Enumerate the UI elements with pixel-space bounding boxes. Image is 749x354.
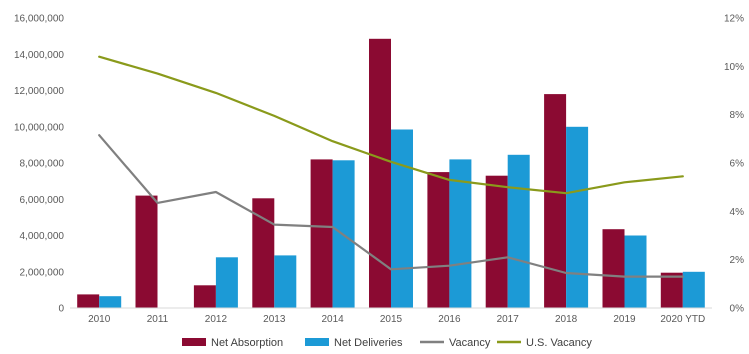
lines-layer bbox=[98, 55, 684, 278]
legend-label-vacancy: Vacancy bbox=[449, 337, 491, 349]
bars-layer bbox=[77, 38, 705, 309]
x-tick-label: 2020 YTD bbox=[660, 314, 705, 325]
x-tick-label: 2014 bbox=[321, 314, 344, 325]
bar-net-absorption-2015 bbox=[369, 38, 391, 309]
x-tick-label: 2010 bbox=[88, 314, 111, 325]
bar-net-absorption-2014 bbox=[310, 159, 333, 308]
right-axis-ticks: 0% 2% 4% 6% 8% 10% 12% bbox=[724, 14, 744, 315]
bar-net-deliveries-2010 bbox=[99, 296, 122, 308]
bar-net-deliveries-2019 bbox=[624, 235, 647, 308]
bar-net-absorption-2016 bbox=[427, 172, 450, 308]
left-tick-label: 4,000,000 bbox=[20, 231, 65, 242]
right-tick-label: 6% bbox=[730, 159, 745, 170]
bar-net-deliveries-2013 bbox=[274, 255, 297, 308]
bar-net-absorption-2011 bbox=[135, 195, 158, 308]
legend-swatch-net-absorption bbox=[182, 338, 206, 346]
bar-net-deliveries-2020-ytd bbox=[682, 271, 705, 309]
right-tick-label: 10% bbox=[724, 62, 744, 73]
left-tick-label: 2,000,000 bbox=[20, 267, 65, 278]
right-tick-label: 8% bbox=[730, 110, 745, 121]
right-tick-label: 0% bbox=[730, 304, 745, 315]
x-tick-label: 2017 bbox=[497, 314, 520, 325]
right-tick-label: 2% bbox=[730, 255, 745, 266]
left-tick-label: 16,000,000 bbox=[14, 14, 64, 25]
x-tick-label: 2018 bbox=[555, 314, 578, 325]
bar-net-deliveries-2012 bbox=[215, 257, 238, 309]
legend-label-u-s-vacancy: U.S. Vacancy bbox=[526, 337, 592, 349]
x-tick-label: 2011 bbox=[147, 314, 169, 325]
legend-label-net-deliveries: Net Deliveries bbox=[334, 337, 403, 349]
x-tick-label: 2012 bbox=[205, 314, 228, 325]
right-tick-label: 4% bbox=[730, 207, 745, 218]
bar-net-deliveries-2016 bbox=[449, 159, 472, 308]
left-tick-label: 12,000,000 bbox=[14, 86, 64, 97]
left-axis-ticks: 0 2,000,000 4,000,000 6,000,000 8,000,000 10,… bbox=[14, 14, 65, 315]
left-tick-label: 14,000,000 bbox=[14, 50, 64, 61]
bar-net-absorption-2018 bbox=[544, 94, 567, 308]
x-tick-label: 2013 bbox=[263, 314, 286, 325]
bar-net-deliveries-2015 bbox=[391, 129, 413, 308]
bar-net-absorption-2019 bbox=[602, 229, 625, 308]
bar-net-deliveries-2017 bbox=[507, 154, 530, 308]
bar-net-absorption-2017 bbox=[485, 175, 508, 308]
left-tick-label: 10,000,000 bbox=[14, 122, 64, 133]
right-tick-label: 12% bbox=[724, 14, 744, 25]
legend-swatch-net-deliveries bbox=[305, 338, 329, 346]
x-tick-label: 2015 bbox=[380, 314, 403, 325]
legend: Net Absorption Net Deliveries Vacancy U.S. … bbox=[182, 337, 592, 349]
x-axis-ticks: 2010 2011 2012 2013 2014 2015 2016 2017 2018 2019… bbox=[88, 314, 705, 325]
left-tick-label: 8,000,000 bbox=[20, 159, 65, 170]
left-tick-label: 0 bbox=[58, 304, 64, 315]
left-tick-label: 6,000,000 bbox=[20, 195, 65, 206]
bar-net-absorption-2013 bbox=[252, 198, 275, 308]
x-tick-label: 2019 bbox=[613, 314, 636, 325]
bar-net-absorption-2012 bbox=[193, 285, 216, 308]
line-vacancy bbox=[98, 134, 684, 278]
line-u-s-vacancy bbox=[98, 55, 684, 195]
bar-net-deliveries-2018 bbox=[566, 126, 589, 309]
bar-net-absorption-2020-ytd bbox=[660, 272, 683, 308]
x-tick-label: 2016 bbox=[438, 314, 461, 325]
bar-net-absorption-2010 bbox=[77, 294, 100, 308]
legend-label-net-absorption: Net Absorption bbox=[211, 337, 283, 349]
